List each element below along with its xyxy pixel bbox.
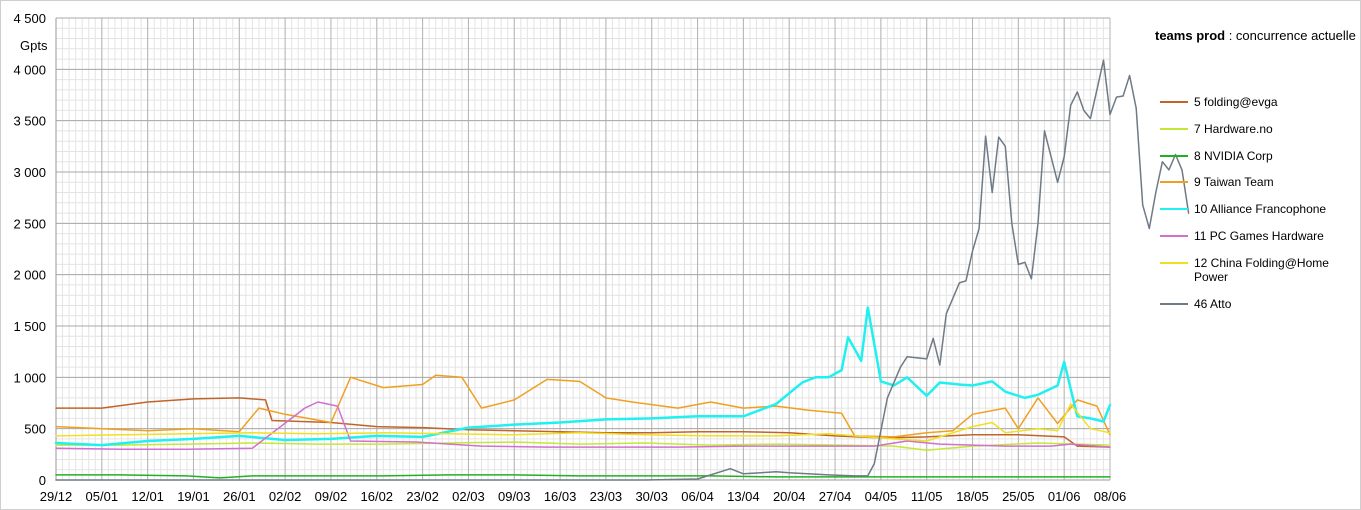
x-tick-label: 04/05 xyxy=(865,489,898,504)
legend-swatch xyxy=(1160,235,1188,237)
x-tick-label: 11/05 xyxy=(911,489,943,504)
x-tick-label: 09/03 xyxy=(498,489,531,504)
legend-swatch xyxy=(1160,181,1188,183)
x-tick-label: 16/03 xyxy=(544,489,577,504)
x-tick-label: 27/04 xyxy=(819,489,852,504)
axes: 0 500 1 000 1 500 2 000 2 500 3 000 3 500 4 000 4… xyxy=(13,11,1126,504)
legend-title: teams prod : concurrence actuelle xyxy=(1155,28,1356,43)
x-tick-label: 29/12 xyxy=(40,489,73,504)
legend-swatch xyxy=(1160,155,1188,157)
legend-label: 9 Taiwan Team xyxy=(1194,175,1274,189)
x-tick-label: 16/02 xyxy=(361,489,394,504)
y-tick-label: 3 000 xyxy=(13,165,46,180)
x-tick-label: 13/04 xyxy=(727,489,760,504)
legend-swatch xyxy=(1160,303,1188,305)
x-tick-label: 26/01 xyxy=(223,489,256,504)
legend-label: 7 Hardware.no xyxy=(1194,122,1273,136)
x-tick-label: 01/06 xyxy=(1048,489,1081,504)
legend-label: 10 Alliance Francophone xyxy=(1194,202,1327,216)
x-tick-label: 08/06 xyxy=(1094,489,1127,504)
x-tick-label: 06/04 xyxy=(681,489,714,504)
series-line-5 xyxy=(54,306,1112,447)
y-tick-label: 1 000 xyxy=(13,370,46,385)
y-tick-label: 4 000 xyxy=(13,62,46,77)
x-tick-label: 23/02 xyxy=(406,489,439,504)
x-tick-label: 23/03 xyxy=(590,489,623,504)
series-line-2 xyxy=(55,441,1111,451)
y-tick-label: 500 xyxy=(24,422,46,437)
series-line-7 xyxy=(55,403,1111,442)
legend-title-bold: teams prod xyxy=(1155,28,1226,43)
x-tick-label: 02/02 xyxy=(269,489,302,504)
x-tick-label: 25/05 xyxy=(1002,489,1035,504)
x-tick-label: 12/01 xyxy=(131,489,164,504)
x-tick-label: 02/03 xyxy=(452,489,485,504)
y-tick-label: 1 500 xyxy=(13,319,46,334)
legend-swatch xyxy=(1160,262,1188,264)
x-tick-label: 19/01 xyxy=(177,489,210,504)
series-lines xyxy=(54,59,1190,481)
x-tick-label: 20/04 xyxy=(773,489,806,504)
y-tick-label: 2 500 xyxy=(13,216,46,231)
x-tick-label: 05/01 xyxy=(86,489,119,504)
x-tick-label: 09/02 xyxy=(315,489,348,504)
grid xyxy=(55,17,1111,481)
y-tick-label: 4 500 xyxy=(13,11,46,26)
series-line-3 xyxy=(55,474,1111,479)
y-tick-label: 3 500 xyxy=(13,114,46,129)
legend-swatch xyxy=(1160,128,1188,130)
y-tick-label: 0 xyxy=(39,473,46,488)
legend-label: 11 PC Games Hardware xyxy=(1194,229,1324,243)
legend-label: 8 NVIDIA Corp xyxy=(1194,149,1273,163)
x-tick-label: 30/03 xyxy=(635,489,668,504)
legend-title-rest: : concurrence actuelle xyxy=(1225,28,1356,43)
legend-label: 5 folding@evga xyxy=(1194,95,1278,109)
series-line-8 xyxy=(55,59,1190,481)
y-axis-unit-label: Gpts xyxy=(20,38,48,53)
y-tick-label: 2 000 xyxy=(13,268,46,283)
legend-label: 46 Atto xyxy=(1194,297,1232,311)
legend-label: 12 China Folding@Home Power xyxy=(1194,256,1329,284)
legend-swatch xyxy=(1160,101,1188,103)
series-line-1 xyxy=(55,397,1111,448)
series-line-4 xyxy=(55,374,1111,438)
series-line-6 xyxy=(55,401,1111,450)
x-tick-label: 18/05 xyxy=(956,489,989,504)
legend-swatch xyxy=(1160,208,1188,210)
